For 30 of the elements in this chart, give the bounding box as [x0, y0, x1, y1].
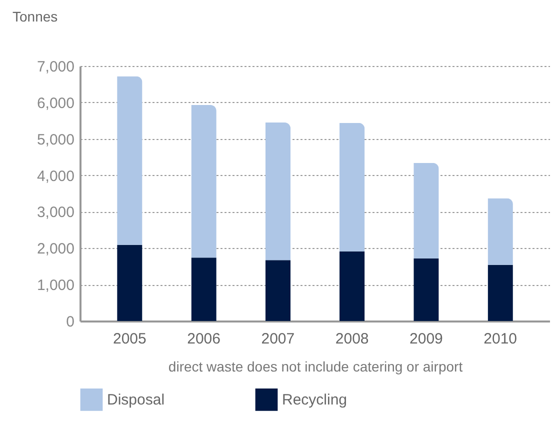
bar: [339, 251, 365, 321]
y-tick-label: 4,000: [36, 168, 74, 185]
bar: [414, 162, 439, 258]
bar: [117, 244, 142, 321]
y-tick-label: 1,000: [36, 277, 74, 294]
y-tick-label: 2,000: [36, 240, 74, 258]
y-tick-label: 6,000: [36, 94, 74, 112]
y-tick-label: 3,000: [36, 204, 74, 222]
x-tick-label: 2009: [410, 330, 443, 348]
bar: [191, 258, 216, 321]
x-tick-label: 2006: [187, 330, 220, 348]
bar: [265, 260, 291, 321]
bar: [265, 122, 291, 260]
bar: [488, 264, 513, 321]
y-tick-label: 0: [66, 314, 74, 330]
x-tick-label: 2007: [261, 330, 295, 348]
y-tick-label: 5,000: [36, 131, 74, 148]
bar: [414, 258, 439, 321]
x-tick-label: 2005: [112, 330, 146, 348]
y-axis-title: Tonnes: [12, 8, 58, 24]
bar: [339, 122, 365, 252]
bar: [488, 198, 513, 265]
y-tick-label: 7,000: [36, 58, 74, 76]
text: direct waste does not include catering or airport: [168, 358, 463, 374]
legend-label: Recycling: [282, 392, 348, 409]
bar: [117, 76, 142, 245]
x-tick-label: 2010: [484, 330, 518, 348]
x-tick-label: 2008: [335, 330, 369, 348]
bar: [191, 104, 216, 258]
legend-label: Disposal: [107, 392, 165, 409]
